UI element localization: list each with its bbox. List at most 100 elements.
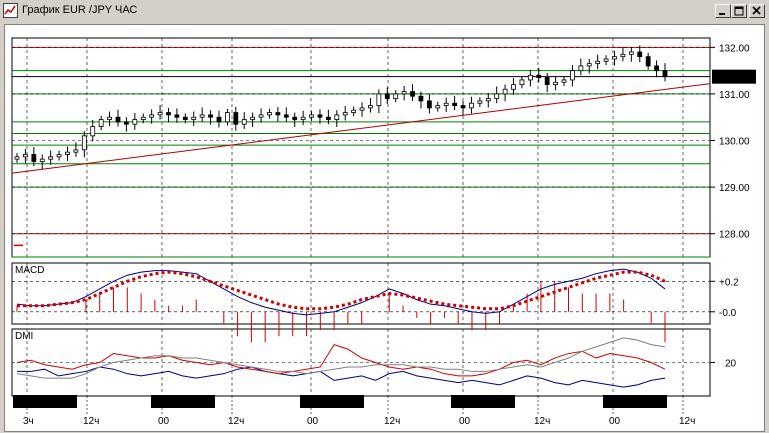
candle-body [107, 116, 112, 120]
candle-body [519, 79, 525, 85]
price-tick-label: 132.00 [719, 43, 750, 54]
date-label-box [603, 395, 667, 408]
hour-label: 3ч [23, 416, 34, 427]
candle-body [477, 100, 483, 104]
macd-panel-label: MACD [15, 265, 44, 276]
candle-body [511, 84, 516, 90]
candle-body [662, 70, 668, 78]
candle-body [132, 119, 138, 125]
hour-label: 12ч [679, 416, 695, 427]
window-titlebar: График EUR /JPY ЧАС [0, 0, 769, 22]
hour-label: 00 [609, 416, 621, 427]
chart-window-icon [3, 3, 18, 18]
candle-body [224, 112, 230, 123]
chart-canvas[interactable]: 132.00 131.00 130.00 129.00 128.00 131.37 +0.2… [5, 25, 764, 431]
candle-body [536, 74, 542, 79]
candle-body [31, 154, 37, 162]
candle-body [384, 93, 390, 99]
candle-body [561, 79, 567, 83]
candle-body [628, 51, 634, 55]
current-price-label: 131.37 [719, 73, 750, 84]
window-title: График EUR /JPY ЧАС [22, 4, 138, 16]
candle-body [595, 60, 601, 65]
macd-line [16, 268, 666, 316]
close-icon [752, 6, 761, 15]
candle-body [325, 116, 331, 120]
candle-body [502, 88, 508, 95]
candle-body [527, 74, 533, 81]
candle-body [368, 105, 373, 109]
candle-body [208, 114, 213, 118]
candle-body [612, 56, 617, 60]
candle-body [637, 51, 643, 58]
maximize-icon [734, 6, 744, 16]
candle-body [199, 114, 205, 118]
candle-body [90, 126, 96, 137]
date-label-box [13, 395, 77, 408]
dmi-plus-line [17, 366, 666, 388]
candle-body [275, 112, 281, 116]
dmi-tick-label: 20 [725, 359, 737, 370]
date-label: 16.7.2013 [161, 397, 206, 408]
candle-body [460, 105, 466, 109]
candle-body [544, 77, 550, 85]
current-price-box [712, 69, 756, 84]
close-button[interactable] [749, 4, 765, 18]
candle-body [553, 81, 558, 85]
candle-body [292, 116, 298, 120]
candle-body [166, 112, 171, 116]
candle-body [586, 63, 592, 67]
hour-label: 12ч [83, 416, 99, 427]
candle-body [317, 114, 323, 118]
hour-label: 00 [307, 416, 319, 427]
date-label: 17.7.2013 [310, 397, 355, 408]
price-panel-frame [11, 37, 711, 258]
candle-body [570, 70, 575, 81]
candle-body [435, 105, 441, 109]
candle-body [300, 116, 306, 120]
candle-body [267, 112, 272, 116]
minimize-button[interactable] [715, 4, 731, 18]
candle-body [494, 93, 500, 99]
price-tick-label: 130.00 [719, 137, 750, 148]
minimize-icon [719, 13, 725, 15]
dmi-panel-label: DMI [15, 331, 33, 342]
candle-body [485, 98, 491, 102]
candle-body [426, 100, 432, 109]
hour-label: 12ч [384, 416, 400, 427]
candle-body [14, 156, 20, 160]
candle-body [182, 116, 188, 120]
candle-body [65, 151, 70, 155]
candle-body [410, 91, 415, 97]
candle-body [620, 53, 626, 58]
candle-body [124, 121, 129, 125]
candle-body [418, 95, 424, 102]
candle-body [140, 116, 146, 120]
hour-label: 00 [459, 416, 471, 427]
macd-tick-label: +0.2 [719, 277, 739, 288]
adx-line [16, 337, 666, 379]
candle-body [469, 102, 474, 109]
candle-body [157, 112, 163, 116]
candle-body [81, 135, 87, 151]
candle-body [376, 93, 382, 106]
candle-body [645, 56, 651, 67]
date-label: 18.7.2013 [461, 397, 506, 408]
candle-body [23, 154, 28, 158]
price-tick-label: 129.00 [719, 183, 750, 194]
date-label-box [300, 395, 364, 408]
candle-body [334, 114, 340, 120]
candle-body [401, 91, 407, 95]
hour-label: 12ч [228, 416, 244, 427]
candle-body [342, 112, 348, 116]
candle-body [73, 149, 79, 153]
candle-body [250, 116, 256, 120]
candle-body [216, 116, 222, 123]
date-label-box [151, 395, 215, 408]
candle-body [283, 114, 289, 118]
candle-body [174, 114, 180, 118]
maximize-button[interactable] [731, 4, 747, 18]
candle-body [603, 58, 609, 62]
macd-panel-frame [11, 262, 711, 325]
price-tick-label: 128.00 [719, 230, 750, 241]
